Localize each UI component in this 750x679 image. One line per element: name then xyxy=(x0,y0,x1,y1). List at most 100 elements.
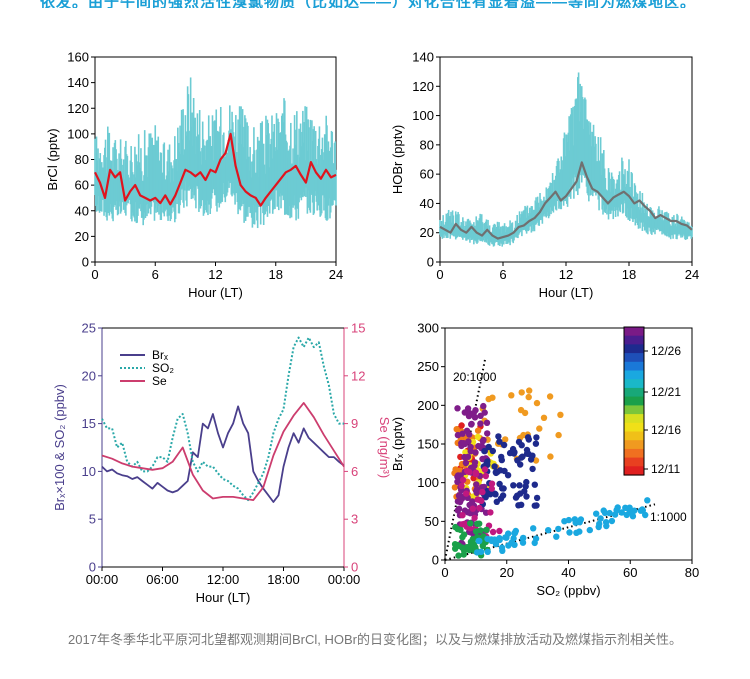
median-line xyxy=(439,161,693,240)
scatter-point xyxy=(461,440,468,448)
scatter-point xyxy=(473,481,480,488)
scatter-point xyxy=(459,430,466,437)
scatter-point xyxy=(501,467,508,475)
scatter-point xyxy=(489,394,496,401)
colorbar-label: 12/26 xyxy=(651,344,681,358)
figure-caption: 2017年冬季华北平原河北望都观测期间BrCl, HOBr的日变化图；以及与燃煤… xyxy=(68,632,682,647)
scatter-point xyxy=(520,534,527,542)
y-tick-label: 15 xyxy=(82,416,96,431)
scatter-point xyxy=(491,463,498,470)
x-tick-label: 0 xyxy=(91,267,98,282)
y-tick-label: 140 xyxy=(412,50,434,65)
scatter-point xyxy=(492,491,499,498)
scatter-point xyxy=(532,457,540,464)
colorbar-segment xyxy=(624,414,644,424)
scatter-point xyxy=(460,551,467,558)
y-axis-label: Brₓ (pptv) xyxy=(390,417,405,471)
scatter-point xyxy=(487,509,494,516)
scatter-point xyxy=(467,443,474,451)
y-tick-label: 25 xyxy=(82,321,96,336)
scatter-point xyxy=(561,518,568,525)
scatter-point xyxy=(512,527,519,535)
scatter-point xyxy=(496,535,503,542)
scatter-point xyxy=(532,440,540,447)
scatter-point xyxy=(466,431,473,438)
scatter-point xyxy=(495,433,502,440)
scatter-point xyxy=(483,419,491,426)
scatter-point xyxy=(483,526,490,533)
scatter-point xyxy=(455,472,462,479)
scatter-point xyxy=(459,476,467,484)
scatter-point xyxy=(577,516,585,523)
scatter-point xyxy=(468,420,475,428)
scatter-point xyxy=(478,497,485,505)
scatter-point xyxy=(452,523,459,531)
scatter-point xyxy=(518,389,525,396)
scatter-point xyxy=(476,537,483,545)
scatter-point xyxy=(639,506,646,513)
scatter-point xyxy=(461,520,468,527)
series-line-brx xyxy=(101,405,345,503)
colorbar-segment xyxy=(624,405,644,415)
y-tick-label: 50 xyxy=(425,514,439,529)
scatter-point xyxy=(596,520,603,528)
series-line-se xyxy=(101,402,345,501)
y-tick-label: 5 xyxy=(89,512,96,527)
top-banner: 依发。由于午间的强烈活性溴氯物质（比如达——）对化合性有显着溢——等同为燃煤地区… xyxy=(0,0,750,8)
scatter-point xyxy=(476,520,483,527)
y-tick-label: 60 xyxy=(75,178,89,193)
x-axis-label: SO₂ (ppbv) xyxy=(536,583,600,598)
scatter-point xyxy=(471,514,478,522)
scatter-point xyxy=(600,507,607,514)
scatter-point xyxy=(479,455,486,463)
y-tick-label: 0 xyxy=(427,255,434,270)
y-axis-label: HOBr (pptv) xyxy=(390,125,405,194)
colorbar-label: 12/21 xyxy=(651,385,681,399)
y2-tick-label: 0 xyxy=(351,560,358,575)
scatter-point xyxy=(488,480,496,487)
scatter-point xyxy=(627,509,634,516)
y-tick-label: 0 xyxy=(82,255,89,270)
scatter-point xyxy=(523,446,531,454)
x-tick-label: 12 xyxy=(208,267,222,282)
legend-label: Brₓ xyxy=(152,348,168,362)
colorbar-segment xyxy=(624,353,644,363)
colorbar-segment xyxy=(624,344,644,354)
scatter-point xyxy=(530,525,537,532)
scatter-point xyxy=(510,535,517,542)
colorbar-segment xyxy=(624,457,644,467)
y-axis-label: Brₓ×100 & SO₂ (ppbv) xyxy=(52,384,67,511)
scatter-point xyxy=(547,453,554,460)
scatter-point xyxy=(493,498,500,505)
colorbar-segment xyxy=(624,361,644,372)
panel-brx-so2-se-chart: 00:00 06:00 12:00 18:00 00:000510152025Hour … xyxy=(52,321,392,606)
colorbar: 12/26 12/21 12/16 12/11 xyxy=(623,326,681,476)
colorbar-segment xyxy=(624,431,644,441)
scatter-point xyxy=(519,453,526,460)
y-tick-label: 150 xyxy=(417,437,439,452)
colorbar-segment xyxy=(624,448,644,459)
scatter-point xyxy=(504,472,512,479)
y-tick-label: 100 xyxy=(67,126,89,141)
y-tick-label: 60 xyxy=(420,167,434,182)
y2-tick-label: 12 xyxy=(351,368,365,383)
scatter-point xyxy=(518,501,525,508)
x-axis-label: Hour (LT) xyxy=(539,285,594,300)
scatter-point xyxy=(459,544,466,551)
scatter-point xyxy=(597,515,604,522)
scatter-point xyxy=(531,539,538,547)
scatter-point xyxy=(492,469,499,476)
y-tick-label: 40 xyxy=(75,203,89,218)
scatter-point xyxy=(455,505,463,512)
scatter-point xyxy=(525,393,532,401)
scatter-point xyxy=(545,527,552,534)
y-tick-label: 100 xyxy=(412,108,434,123)
x-tick-label: 12:00 xyxy=(207,572,240,587)
colorbar-segment xyxy=(624,379,644,389)
y-tick-label: 160 xyxy=(67,50,89,65)
scatter-point xyxy=(457,495,464,503)
scatter-point xyxy=(536,425,543,432)
scatter-point xyxy=(498,485,506,492)
scatter-point xyxy=(519,539,527,546)
